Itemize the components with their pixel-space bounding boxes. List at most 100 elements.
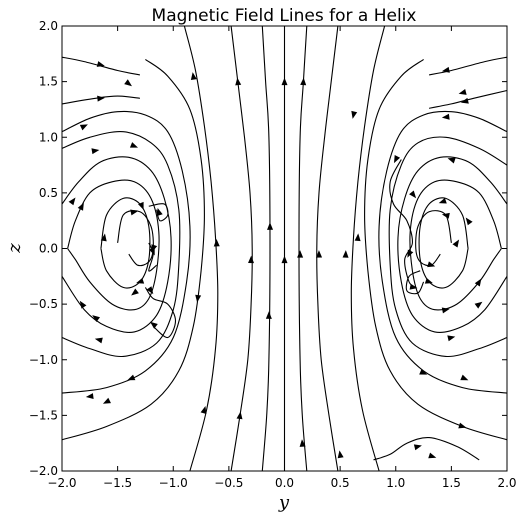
streamline <box>61 58 205 441</box>
streamline-arrow <box>79 300 87 309</box>
streamline <box>61 131 181 358</box>
streamline <box>415 210 452 267</box>
chart-title: Magnetic Field Lines for a Helix <box>152 6 417 26</box>
streamline <box>298 25 308 472</box>
streamline-arrow <box>409 283 418 290</box>
streamline-arrow <box>79 124 88 131</box>
streamline-arrow <box>85 393 94 400</box>
streamline <box>388 136 508 358</box>
streamline <box>230 25 253 472</box>
y-tick-label: −0.5 <box>29 297 58 311</box>
streamline-arrow <box>146 286 154 295</box>
streamline-arrow <box>342 250 349 258</box>
streamline-arrow <box>447 335 456 342</box>
streamline-arrow <box>409 190 417 199</box>
x-tick-label: 0.5 <box>331 476 350 490</box>
streamline <box>148 203 169 222</box>
streamline-arrow <box>91 148 100 155</box>
streamline-arrow <box>351 110 358 119</box>
streamline-arrow <box>150 321 158 329</box>
streamline <box>67 179 160 311</box>
streamline-arrow <box>394 155 401 164</box>
streamline-arrow <box>407 249 414 258</box>
y-axis-label: z <box>4 243 25 254</box>
streamline-arrow <box>267 222 274 230</box>
streamline <box>117 210 154 267</box>
streamline-arrow <box>281 77 288 86</box>
streamline-arrow <box>474 278 482 287</box>
streamline-arrow <box>441 113 450 120</box>
x-tick-label: −1.0 <box>159 476 188 490</box>
streamline-arrow <box>316 250 323 258</box>
streamline-arrow <box>354 233 361 242</box>
streamline <box>261 25 271 472</box>
y-tick-label: 0.0 <box>39 242 58 256</box>
streamline-arrow <box>235 77 242 86</box>
streamline-arrow <box>474 301 483 309</box>
x-tick-label: 1.5 <box>442 476 461 490</box>
streamline <box>144 287 177 339</box>
streamline <box>183 25 219 472</box>
streamline-arrow <box>136 277 145 284</box>
streamline <box>364 58 508 441</box>
streamline <box>61 110 191 394</box>
streamline-arrow <box>441 212 450 219</box>
x-tick-label: 0.0 <box>275 476 294 490</box>
streamline-arrow <box>458 422 467 429</box>
streamline-arrow <box>424 277 433 284</box>
streamline-arrow <box>281 255 288 264</box>
streamline-arrow <box>419 368 428 375</box>
streamline-arrow <box>465 217 473 226</box>
streamline-arrow <box>138 201 144 210</box>
streamline <box>405 270 425 295</box>
y-tick-label: −1.5 <box>29 408 58 422</box>
x-tick-label: 1.0 <box>386 476 405 490</box>
streamline-arrow <box>427 261 436 268</box>
streamline <box>61 95 140 105</box>
streamline <box>378 110 508 394</box>
y-tick-label: 1.0 <box>39 130 58 144</box>
x-tick-label: 2.0 <box>497 476 516 490</box>
streamline-arrow <box>299 439 306 447</box>
streamline-arrow <box>130 209 139 216</box>
streamline-arrow <box>200 405 207 414</box>
y-ticks: −2.0 −1.5 −1.0 −0.5 0.0 0.5 1.0 1.5 2.0 <box>29 19 507 478</box>
streamline-arrow <box>447 157 456 164</box>
streamline-arrow <box>438 197 447 204</box>
streamline <box>428 89 508 109</box>
streamline-arrow <box>97 95 105 102</box>
streamline <box>428 56 508 76</box>
streamline-arrow <box>460 374 469 381</box>
streamline-arrow <box>460 97 469 104</box>
streamline-arrow <box>92 315 101 323</box>
streamline-arrow <box>127 374 136 381</box>
streamline-arrow <box>458 89 467 95</box>
streamline-arrow <box>96 61 105 67</box>
streamline-arrow <box>68 197 76 206</box>
streamline-arrow <box>131 288 139 296</box>
y-tick-label: 1.5 <box>39 75 58 89</box>
streamline-arrow <box>94 337 103 344</box>
streamline-arrow <box>265 311 272 319</box>
x-tick-label: −0.5 <box>214 476 243 490</box>
streamline-arrow <box>149 247 155 256</box>
x-tick-label: −1.5 <box>103 476 132 490</box>
y-tick-label: −2.0 <box>29 464 58 478</box>
streamline-arrow <box>77 202 84 211</box>
streamline <box>389 159 417 288</box>
streamline <box>100 197 151 289</box>
x-ticks: −2.0 −1.5 −1.0 −0.5 0.0 0.5 1.0 1.5 2.0 <box>47 26 517 490</box>
streamline-arrow <box>213 238 220 247</box>
streamlines-group <box>61 25 508 472</box>
streamline-arrow <box>428 452 437 459</box>
y-tick-label: 0.5 <box>39 186 58 200</box>
streamline-arrow <box>413 444 422 451</box>
streamline <box>350 25 386 472</box>
streamline-arrow <box>300 77 307 86</box>
streamline <box>373 437 480 461</box>
streamline-arrow <box>156 207 163 217</box>
streamline-arrow <box>129 142 139 148</box>
y-tick-label: 2.0 <box>39 19 58 33</box>
x-tick-label: −2.0 <box>47 476 76 490</box>
